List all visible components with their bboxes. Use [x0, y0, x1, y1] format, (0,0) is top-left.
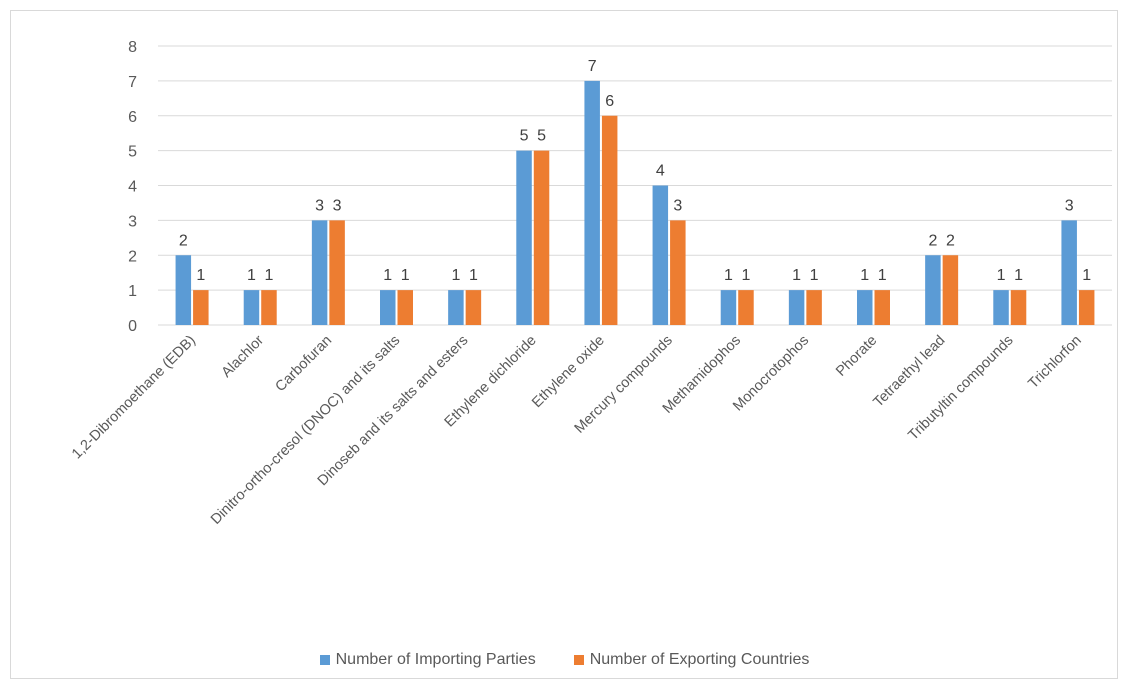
bar [397, 290, 413, 325]
legend-item-importing: Number of Importing Parties [319, 651, 536, 669]
bar [175, 255, 192, 325]
y-tick-label: 8 [128, 39, 137, 56]
data-label: 7 [588, 58, 597, 75]
bar [380, 290, 396, 325]
y-tick-label: 0 [128, 318, 137, 335]
data-label: 6 [605, 93, 614, 110]
data-label: 1 [860, 267, 869, 284]
bar [993, 290, 1009, 325]
data-label: 1 [997, 267, 1006, 284]
data-label: 3 [1065, 197, 1074, 214]
chart-frame [10, 10, 1118, 679]
bar [516, 150, 532, 325]
bar [942, 255, 959, 325]
bar [584, 80, 600, 325]
bar [243, 290, 260, 325]
data-label: 1 [383, 267, 392, 284]
data-label: 1 [451, 267, 460, 284]
data-label: 3 [333, 197, 342, 214]
y-tick-label: 4 [128, 179, 137, 196]
bar [1078, 290, 1095, 325]
category-label: Alachlor [219, 332, 267, 380]
data-label: 1 [878, 267, 887, 284]
data-label: 5 [520, 128, 529, 145]
data-label: 2 [179, 232, 188, 249]
y-tick-label: 1 [128, 283, 137, 300]
legend-swatch-importing [319, 655, 330, 665]
data-label: 1 [401, 267, 410, 284]
data-label: 2 [928, 232, 937, 249]
y-tick-label: 3 [128, 213, 137, 230]
legend: Number of Importing Parties Number of Ex… [0, 648, 1129, 672]
bar [193, 290, 209, 325]
bar [465, 290, 482, 325]
data-label: 1 [247, 267, 256, 284]
data-label: 1 [469, 267, 478, 284]
category-label: Trichlorfon [1025, 333, 1084, 392]
bar [806, 290, 822, 325]
bar [720, 290, 737, 325]
bar [311, 220, 328, 325]
data-label: 3 [315, 197, 324, 214]
bar [652, 185, 669, 325]
bar [1061, 220, 1077, 325]
legend-label-exporting: Number of Exporting Countries [589, 651, 810, 668]
category-label: Dinoseb and its salts and esters [315, 333, 472, 490]
bar [533, 150, 550, 325]
data-label: 1 [742, 267, 751, 284]
bar [857, 290, 873, 325]
y-tick-label: 2 [128, 248, 137, 265]
category-label: 1,2-Dibromoethane (EDB) [69, 333, 199, 463]
category-label: Phorate [833, 333, 880, 380]
legend-item-exporting: Number of Exporting Countries [573, 651, 810, 669]
bar [261, 290, 277, 325]
data-label: 1 [196, 267, 205, 284]
bar [738, 290, 754, 325]
legend-swatch-exporting [573, 655, 584, 665]
bar [601, 115, 618, 325]
y-tick-label: 6 [128, 109, 137, 126]
data-label: 3 [673, 197, 682, 214]
y-tick-label: 7 [128, 74, 137, 91]
bar [329, 220, 345, 325]
legend-label-importing: Number of Importing Parties [335, 651, 536, 668]
data-label: 1 [724, 267, 733, 284]
data-label: 1 [1014, 267, 1023, 284]
y-tick-label: 5 [128, 144, 137, 161]
bar [1010, 290, 1027, 325]
bar [670, 220, 686, 325]
data-label: 1 [1082, 267, 1091, 284]
bar [448, 290, 464, 325]
category-label: Ethylene oxide [529, 333, 608, 412]
data-label: 4 [656, 163, 665, 180]
bar [925, 255, 941, 325]
category-label: Carbofuran [273, 333, 336, 396]
bar [788, 290, 805, 325]
data-label: 1 [810, 267, 819, 284]
data-label: 2 [946, 232, 955, 249]
data-label: 5 [537, 128, 546, 145]
data-label: 1 [265, 267, 274, 284]
data-label: 1 [792, 267, 801, 284]
bar [874, 290, 890, 325]
category-label: Tetraethyl lead [870, 333, 948, 411]
